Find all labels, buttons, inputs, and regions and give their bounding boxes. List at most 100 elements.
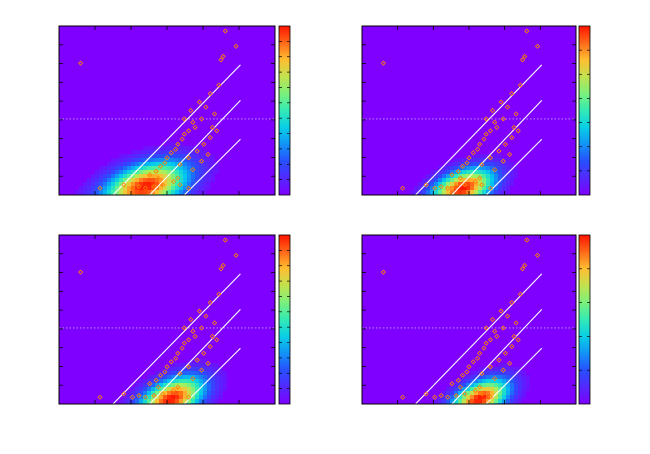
heatmap-cell (147, 154, 151, 158)
heatmap-cell (95, 174, 99, 178)
heatmap-cell (478, 190, 482, 194)
heatmap-cell (510, 379, 514, 383)
heatmap-cell (203, 190, 207, 194)
data-point (209, 124, 215, 130)
heatmap-cell (466, 186, 470, 190)
heatmap-cell (115, 186, 119, 190)
data-point (186, 128, 192, 134)
heatmap-cell (454, 182, 458, 186)
heatmap-cell (478, 379, 482, 383)
heatmap-cell (123, 166, 127, 170)
heatmap-cell (179, 375, 183, 379)
heatmap-cell (123, 178, 127, 182)
heatmap-cell (446, 182, 450, 186)
heatmap-cell (450, 383, 454, 387)
heatmap-cell (510, 367, 514, 371)
heatmap-cell (462, 387, 466, 391)
data-point (513, 320, 519, 326)
heatmap-cell (151, 182, 155, 186)
heatmap-cell (207, 399, 211, 403)
heatmap-cell (458, 190, 462, 194)
heatmap-cell (510, 371, 514, 375)
heatmap-cell (494, 174, 498, 178)
diagonal-line (485, 347, 543, 405)
heatmap-cell (470, 182, 474, 186)
heatmap-cell (195, 166, 199, 170)
heatmap-cell (123, 174, 127, 178)
data-point (78, 269, 84, 275)
heatmap-cell (498, 367, 502, 371)
data-point (209, 333, 215, 339)
data-point (423, 391, 429, 397)
heatmap-cell (191, 395, 195, 399)
data-point (519, 57, 526, 63)
data-point (177, 162, 183, 168)
heatmap-cell (490, 391, 494, 395)
heatmap-cell (163, 182, 167, 186)
heatmap-cell (223, 387, 227, 391)
heatmap-cell (490, 371, 494, 375)
heatmap-cell (163, 170, 167, 174)
heatmap-cell (494, 186, 498, 190)
data-point (455, 377, 461, 383)
heatmap-cell (167, 162, 171, 166)
heatmap-cell (127, 182, 131, 186)
heatmap-cell (111, 170, 115, 174)
data-point (483, 325, 489, 331)
heatmap-cell (139, 387, 143, 391)
heatmap-cell (207, 170, 211, 174)
heatmap-cell (454, 383, 458, 387)
data-point (464, 369, 470, 375)
heatmap-cell (135, 383, 139, 387)
heatmap-cell (478, 391, 482, 395)
heatmap-cell (502, 166, 506, 170)
heatmap-cell (442, 186, 446, 190)
heatmap-cell (442, 395, 446, 399)
heatmap-cell (434, 399, 438, 403)
heatmap-cell (159, 383, 163, 387)
heatmap-cell (474, 154, 478, 158)
heatmap-cell (171, 367, 175, 371)
heatmap-cell (203, 166, 207, 170)
data-point (220, 53, 226, 59)
data-point (498, 308, 504, 314)
heatmap-cell (207, 186, 211, 190)
heatmap-cell (466, 379, 470, 383)
heatmap-cell (131, 162, 135, 166)
data-point (186, 185, 192, 191)
heatmap-cell (155, 166, 159, 170)
data-point (509, 300, 515, 306)
heatmap-cell (438, 166, 442, 170)
data-point (203, 104, 209, 110)
heatmap-cell (179, 170, 183, 174)
heatmap-cell (466, 182, 470, 186)
heatmap-cell (502, 379, 506, 383)
heatmap-cell (207, 162, 211, 166)
data-point (438, 392, 444, 399)
heatmap-cell (147, 158, 151, 162)
heatmap-cell (147, 178, 151, 182)
heatmap-cell (175, 174, 179, 178)
data-point (483, 340, 489, 346)
heatmap-cell (99, 182, 103, 186)
heatmap-cell (167, 142, 171, 146)
heatmap-cell (454, 391, 458, 395)
heatmap-cell (199, 359, 203, 363)
heatmap-cell (450, 399, 454, 403)
heatmap-cell (155, 383, 159, 387)
heatmap-cell (502, 182, 506, 186)
heatmap-cell (107, 170, 111, 174)
heatmap-cell (438, 395, 442, 399)
heatmap-cell (498, 186, 502, 190)
heatmap-cell (119, 399, 123, 403)
heatmap-cell (442, 174, 446, 178)
heatmap-cell (191, 359, 195, 363)
heatmap-cell (502, 178, 506, 182)
panels-group (58, 25, 591, 405)
heatmap-cell (179, 379, 183, 383)
heatmap-cell (458, 395, 462, 399)
heatmap-cell (83, 182, 87, 186)
data-point (509, 343, 515, 350)
data-point (474, 146, 481, 152)
